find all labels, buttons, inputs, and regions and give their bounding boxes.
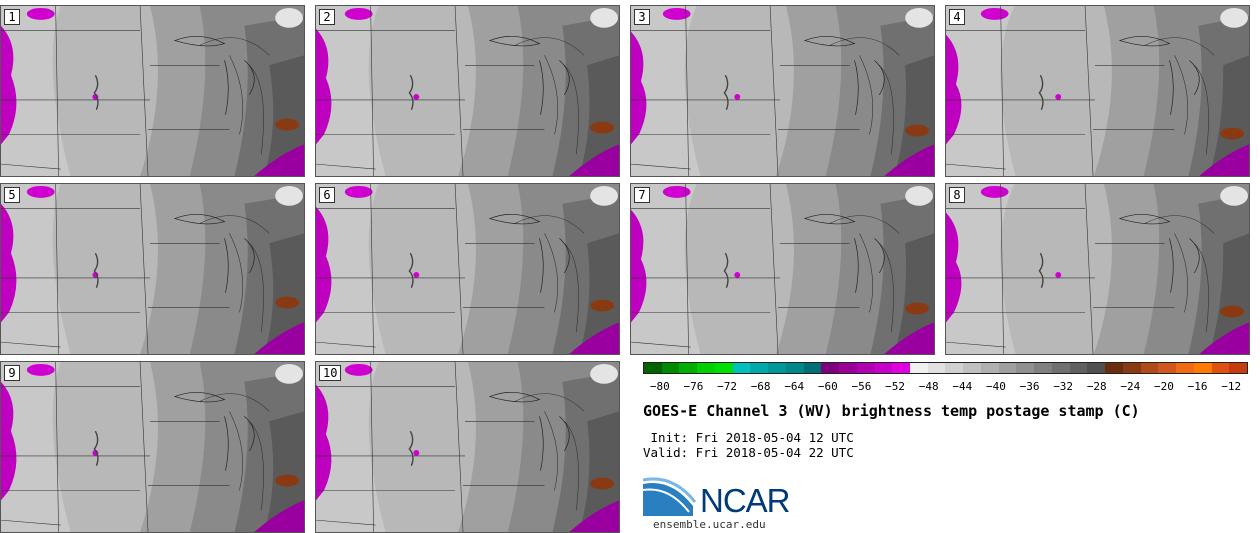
map-image xyxy=(946,184,1249,354)
colorbar-cell xyxy=(874,363,893,373)
colorbar-cell xyxy=(998,363,1017,373)
colorbar-cell xyxy=(768,363,786,373)
colorbar-tick-label: −76 xyxy=(683,380,704,393)
member-panel-4: 4 xyxy=(945,5,1250,177)
map-image xyxy=(1,184,304,354)
colorbar-tick-label: −44 xyxy=(952,380,973,393)
colorbar-cell xyxy=(1051,363,1070,373)
valid-time: Valid: Fri 2018-05-04 22 UTC xyxy=(643,445,854,460)
ncar-logo-icon xyxy=(643,477,697,516)
colorbar-cell xyxy=(927,363,946,373)
map-image xyxy=(1,6,304,176)
colorbar-cell xyxy=(661,363,680,373)
panel-label: 3 xyxy=(634,9,650,25)
member-panel-10: 10 xyxy=(315,361,620,533)
colorbar-tick-label: −52 xyxy=(885,380,906,393)
colorbar-tick-label: −36 xyxy=(1019,380,1040,393)
colorbar xyxy=(643,362,1248,374)
member-panel-5: 5 xyxy=(0,183,305,355)
colorbar-tick-label: −64 xyxy=(784,380,805,393)
colorbar-cell xyxy=(1211,363,1230,373)
map-image xyxy=(631,6,934,176)
colorbar-cell xyxy=(1087,363,1106,373)
colorbar-cell xyxy=(732,363,751,373)
colorbar-cell xyxy=(803,363,822,373)
panel-label: 6 xyxy=(319,187,335,203)
member-panel-1: 1 xyxy=(0,5,305,177)
panel-label: 10 xyxy=(319,365,342,381)
map-image xyxy=(316,6,619,176)
colorbar-cell xyxy=(980,363,999,373)
colorbar-tick-label: −80 xyxy=(649,380,670,393)
panel-label: 9 xyxy=(4,365,20,381)
member-panel-2: 2 xyxy=(315,5,620,177)
colorbar-ticks: −80 −76 −72 −68 −64 −60 −56 −52 −48 −44 −40 −36 −32−… xyxy=(643,380,1248,394)
site-url: ensemble.ucar.edu xyxy=(653,518,766,531)
colorbar-cell xyxy=(1105,363,1123,373)
panel-label: 4 xyxy=(949,9,965,25)
colorbar-cell xyxy=(697,363,715,373)
map-image xyxy=(946,6,1249,176)
page-title: GOES-E Channel 3 (WV) brightness temp po… xyxy=(643,402,1140,420)
map-image xyxy=(1,362,304,532)
panel-label: 1 xyxy=(4,9,20,25)
colorbar-cell xyxy=(750,363,769,373)
colorbar-tick-label: −32 xyxy=(1053,380,1074,393)
colorbar-cell xyxy=(1176,363,1194,373)
colorbar-tick-label: −28 xyxy=(1086,380,1107,393)
panel-label: 7 xyxy=(634,187,650,203)
colorbar-cell xyxy=(821,363,840,373)
colorbar-tick-label: −16 xyxy=(1187,380,1208,393)
member-panel-8: 8 xyxy=(945,183,1250,355)
colorbar-tick-label: −12 xyxy=(1221,380,1242,393)
logo-text: NCAR xyxy=(700,482,791,519)
colorbar-tick-label: −72 xyxy=(717,380,737,393)
map-image xyxy=(631,184,934,354)
colorbar-tick-label: −24 xyxy=(1120,380,1141,393)
colorbar-cell xyxy=(1229,363,1247,373)
panel-label: 2 xyxy=(319,9,335,25)
colorbar-cell xyxy=(1034,363,1052,373)
colorbar-cell xyxy=(856,363,875,373)
colorbar-tick-label: −48 xyxy=(918,380,939,393)
colorbar-cell xyxy=(1140,363,1159,373)
member-panel-3: 3 xyxy=(630,5,935,177)
colorbar-tick-label: −20 xyxy=(1154,380,1174,393)
member-panel-6: 6 xyxy=(315,183,620,355)
member-panel-7: 7 xyxy=(630,183,935,355)
colorbar-cell xyxy=(963,363,981,373)
map-image xyxy=(316,362,619,532)
colorbar-cell xyxy=(644,363,662,373)
colorbar-cell xyxy=(714,363,733,373)
colorbar-tick-label: −68 xyxy=(750,380,771,393)
colorbar-cell xyxy=(839,363,857,373)
colorbar-cell xyxy=(1158,363,1177,373)
colorbar-tick-label: −40 xyxy=(985,380,1006,393)
colorbar-cell xyxy=(1016,363,1035,373)
panel-label: 5 xyxy=(4,187,20,203)
colorbar-cell xyxy=(892,363,911,373)
init-time: Init: Fri 2018-05-04 12 UTC xyxy=(643,430,854,445)
colorbar-cell xyxy=(910,363,928,373)
colorbar-cell xyxy=(1122,363,1141,373)
colorbar-cell xyxy=(785,363,804,373)
colorbar-tick-label: −60 xyxy=(817,380,838,393)
map-image xyxy=(316,184,619,354)
colorbar-cell xyxy=(1069,363,1088,373)
colorbar-cell xyxy=(1193,363,1212,373)
colorbar-tick-label: −56 xyxy=(851,380,872,393)
colorbar-cell xyxy=(945,363,964,373)
panel-label: 8 xyxy=(949,187,965,203)
member-panel-9: 9 xyxy=(0,361,305,533)
colorbar-cell xyxy=(679,363,698,373)
